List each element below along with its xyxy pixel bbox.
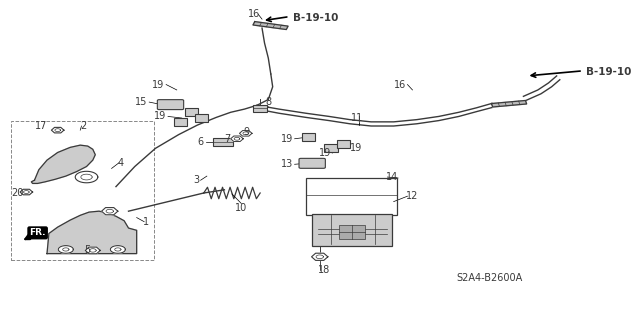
Text: 8: 8: [265, 97, 271, 107]
Bar: [339, 225, 365, 239]
Bar: [312, 214, 392, 246]
Polygon shape: [102, 208, 118, 215]
Text: 13: 13: [281, 159, 293, 169]
Text: 18: 18: [319, 264, 331, 275]
Text: B-19-10: B-19-10: [586, 67, 632, 77]
Polygon shape: [47, 211, 137, 254]
Text: S2A4-B2600A: S2A4-B2600A: [456, 272, 523, 283]
Text: 7: 7: [225, 134, 230, 144]
Text: 5: 5: [84, 245, 91, 256]
Polygon shape: [76, 171, 98, 183]
FancyArrowPatch shape: [25, 235, 31, 239]
Text: 17: 17: [35, 121, 47, 131]
Polygon shape: [58, 246, 74, 253]
Bar: [324, 144, 337, 152]
Bar: [302, 133, 315, 141]
Text: 9: 9: [243, 127, 250, 137]
Bar: [337, 140, 350, 148]
Polygon shape: [312, 253, 328, 260]
Text: 20: 20: [12, 188, 24, 198]
Text: 19: 19: [350, 143, 362, 153]
Bar: [174, 118, 187, 126]
Text: 16: 16: [394, 79, 406, 90]
Text: 11: 11: [351, 113, 364, 123]
Polygon shape: [85, 247, 100, 254]
Bar: [195, 114, 209, 122]
Text: 6: 6: [198, 137, 204, 147]
Polygon shape: [239, 130, 252, 136]
Text: 16: 16: [248, 9, 260, 19]
Text: 3: 3: [193, 175, 199, 185]
Text: 12: 12: [406, 191, 419, 201]
Text: 19: 19: [319, 148, 331, 158]
Text: 10: 10: [236, 203, 248, 212]
Bar: [212, 138, 232, 146]
Text: 4: 4: [118, 158, 124, 168]
Text: 15: 15: [135, 97, 147, 107]
Polygon shape: [31, 145, 95, 183]
Bar: [185, 108, 198, 116]
Bar: [253, 105, 267, 112]
Bar: [306, 178, 397, 215]
Bar: [12, 121, 154, 260]
Text: 1: 1: [143, 217, 149, 227]
Polygon shape: [51, 127, 64, 133]
FancyBboxPatch shape: [157, 100, 184, 110]
Text: FR.: FR.: [29, 228, 46, 237]
Polygon shape: [253, 22, 288, 30]
Text: 14: 14: [385, 172, 398, 182]
Polygon shape: [110, 246, 125, 253]
Polygon shape: [20, 189, 33, 195]
Text: 19: 19: [281, 134, 293, 144]
Text: B-19-10: B-19-10: [293, 12, 339, 23]
Text: 19: 19: [152, 79, 164, 90]
Polygon shape: [492, 100, 527, 107]
Text: 2: 2: [80, 121, 86, 131]
FancyBboxPatch shape: [299, 158, 325, 168]
Polygon shape: [230, 136, 243, 142]
Text: 19: 19: [154, 111, 166, 122]
